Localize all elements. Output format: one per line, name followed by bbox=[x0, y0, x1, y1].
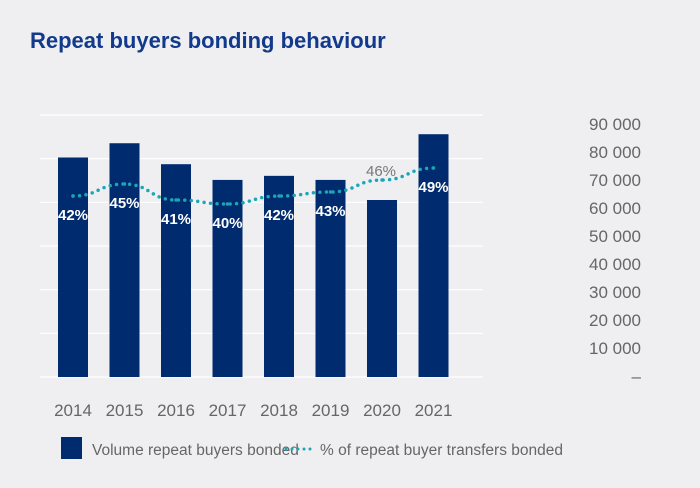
y-tick-label: 70 000 bbox=[589, 171, 641, 190]
x-label-2019: 2019 bbox=[312, 401, 350, 420]
x-label-2020: 2020 bbox=[363, 401, 401, 420]
bar-2015 bbox=[109, 143, 140, 377]
point-2020 bbox=[380, 178, 384, 182]
y-tick-label: 30 000 bbox=[589, 283, 641, 302]
data-label-2018: 42% bbox=[264, 207, 294, 224]
y-tick-label: 10 000 bbox=[589, 339, 641, 358]
data-label-2019: 43% bbox=[315, 203, 345, 220]
y-tick-label: 40 000 bbox=[589, 255, 641, 274]
data-label-2016: 41% bbox=[161, 211, 191, 228]
point-2018 bbox=[277, 194, 281, 198]
percentage-line: 42% 45% 41% 40% 42% 43% 46% 49% bbox=[58, 163, 449, 232]
bar-2014 bbox=[58, 157, 88, 377]
x-label-2017: 2017 bbox=[209, 401, 247, 420]
x-label-2015: 2015 bbox=[106, 401, 144, 420]
data-label-2017: 40% bbox=[212, 215, 242, 232]
data-label-2015: 45% bbox=[109, 195, 139, 212]
bar-2017 bbox=[212, 179, 243, 377]
data-label-2020: 46% bbox=[366, 163, 396, 180]
x-label-2016: 2016 bbox=[157, 401, 195, 420]
x-label-2021: 2021 bbox=[415, 401, 453, 420]
point-2017 bbox=[225, 202, 230, 206]
point-2016 bbox=[174, 198, 178, 202]
x-axis-labels: 2014 2015 2016 2017 2018 2019 2020 2021 bbox=[54, 401, 452, 420]
bar-2016 bbox=[161, 164, 191, 377]
point-2014 bbox=[71, 194, 75, 198]
bar-2020 bbox=[367, 200, 397, 377]
y-tick-label: 50 000 bbox=[589, 227, 641, 246]
y-tick-label: 60 000 bbox=[589, 199, 641, 218]
data-label-2014: 42% bbox=[58, 207, 88, 224]
gridlines bbox=[40, 114, 483, 378]
y-axis-ticks: 90 000 80 000 70 000 60 000 50 000 40 000 30 0… bbox=[589, 115, 642, 386]
y-tick-label: 20 000 bbox=[589, 311, 641, 330]
point-2019 bbox=[328, 190, 333, 194]
bar-2018 bbox=[264, 175, 294, 377]
y-tick-label: 80 000 bbox=[589, 143, 641, 162]
legend: Volume repeat buyers bonded % of repeat … bbox=[61, 437, 563, 459]
bar-2019 bbox=[315, 179, 346, 377]
point-2015 bbox=[122, 182, 127, 186]
percentage-line-path bbox=[71, 166, 436, 206]
bar-2021 bbox=[418, 134, 449, 377]
data-label-2021: 49% bbox=[418, 179, 448, 196]
x-label-2014: 2014 bbox=[54, 401, 92, 420]
y-tick-label: 90 000 bbox=[589, 115, 641, 134]
chart-title: Repeat buyers bonding behaviour bbox=[30, 28, 386, 53]
point-2021 bbox=[431, 166, 436, 170]
legend-label-volume: Volume repeat buyers bonded bbox=[92, 442, 299, 459]
y-tick-label: – bbox=[632, 367, 642, 386]
x-label-2018: 2018 bbox=[260, 401, 298, 420]
bars bbox=[58, 134, 449, 377]
legend-label-percentage: % of repeat buyer transfers bonded bbox=[320, 442, 563, 459]
legend-swatch-bar bbox=[61, 437, 82, 459]
